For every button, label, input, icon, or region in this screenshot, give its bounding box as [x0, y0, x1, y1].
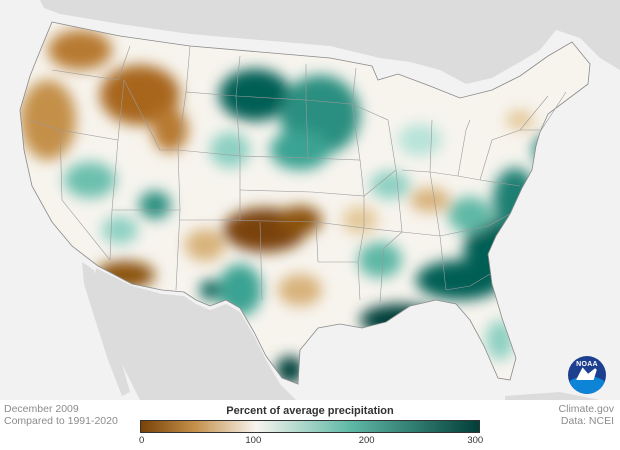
baseline-label: Compared to 1991-2020: [4, 415, 118, 427]
legend-tick-label: 300: [467, 435, 484, 446]
cuba: [505, 392, 600, 400]
data-source-label: Data: NCEI: [560, 415, 614, 427]
legend-tick-label: 0: [138, 435, 145, 446]
state-borders: [19, 21, 591, 385]
map-area: NOAA: [0, 0, 620, 400]
precipitation-map: [19, 0, 620, 400]
logo-text: NOAA: [576, 361, 598, 368]
baja-peninsula: [82, 262, 130, 396]
logo-wave: [568, 376, 606, 394]
legend-title: Percent of average precipitation: [226, 405, 394, 417]
credit-label: Climate.gov: [558, 403, 614, 415]
legend-color-bar: [140, 420, 480, 433]
mexico-landmass: [92, 268, 296, 400]
legend-tick-label: 100: [245, 435, 262, 446]
canada-landmass: [40, 0, 620, 84]
noaa-logo: NOAA: [568, 356, 606, 394]
date-label: December 2009: [4, 403, 79, 415]
legend-tick-label: 200: [358, 435, 375, 446]
